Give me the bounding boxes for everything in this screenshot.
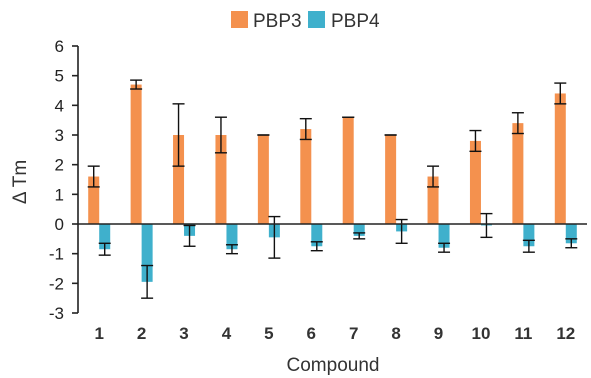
legend-label-pbp3: PBP3 <box>253 11 302 32</box>
bar-pbp4 <box>311 224 323 247</box>
bar-pbp3 <box>469 140 481 224</box>
x-category-label: 12 <box>556 324 575 343</box>
legend: PBP3 PBP4 <box>231 11 380 32</box>
bar-pbp3 <box>130 84 142 224</box>
x-category-label: 9 <box>434 324 443 343</box>
bar-pbp4 <box>99 224 111 250</box>
bar-pbp3 <box>88 176 100 224</box>
bar-pbp3 <box>300 129 312 224</box>
y-tick-label: 3 <box>55 126 64 145</box>
legend-label-pbp4: PBP4 <box>331 11 380 32</box>
y-tick-label: -3 <box>49 304 64 323</box>
bar-pbp3 <box>257 135 269 224</box>
legend-swatch-pbp3 <box>231 11 248 28</box>
bar-pbp4 <box>141 224 153 282</box>
x-category-label: 10 <box>471 324 490 343</box>
x-axis-title: Compound <box>287 355 380 376</box>
y-axis-ticks: -3 -2 -1 0 1 2 3 4 5 6 <box>49 37 78 323</box>
bar-pbp3 <box>342 117 354 224</box>
y-tick-label: -1 <box>49 245 64 264</box>
x-category-label: 4 <box>222 324 232 343</box>
bar-pbp3 <box>554 93 566 224</box>
y-axis-title: Δ Tm <box>10 160 31 204</box>
y-tick-label: 4 <box>55 96 64 115</box>
bars <box>88 84 577 282</box>
y-tick-label: 0 <box>55 215 64 234</box>
axes <box>77 46 587 313</box>
bar-pbp3 <box>215 135 227 224</box>
bar-pbp4 <box>523 224 535 247</box>
x-category-label: 3 <box>179 324 188 343</box>
bar-pbp3 <box>173 135 185 224</box>
y-tick-label: 2 <box>55 156 64 175</box>
y-tick-label: 5 <box>55 67 64 86</box>
bar-pbp4 <box>353 224 365 236</box>
error-bars <box>87 79 578 299</box>
bar-pbp3 <box>385 135 397 224</box>
bar-pbp4 <box>438 224 450 248</box>
bar-pbp4 <box>565 224 577 244</box>
bar-pbp3 <box>427 176 439 224</box>
x-category-label: 6 <box>307 324 316 343</box>
x-category-label: 2 <box>137 324 146 343</box>
x-category-label: 11 <box>514 324 532 343</box>
bar-pbp3 <box>512 123 524 224</box>
legend-swatch-pbp4 <box>308 11 325 28</box>
x-category-label: 5 <box>264 324 273 343</box>
x-category-label: 7 <box>349 324 358 343</box>
x-category-label: 1 <box>94 324 103 343</box>
x-category-label: 8 <box>391 324 400 343</box>
y-tick-label: 6 <box>55 37 64 56</box>
y-tick-label: 1 <box>55 185 64 204</box>
y-tick-label: -2 <box>49 274 64 293</box>
bar-pbp4 <box>226 224 238 250</box>
x-axis-category-labels: 1 2 3 4 5 6 7 8 9 10 11 12 <box>94 324 575 343</box>
